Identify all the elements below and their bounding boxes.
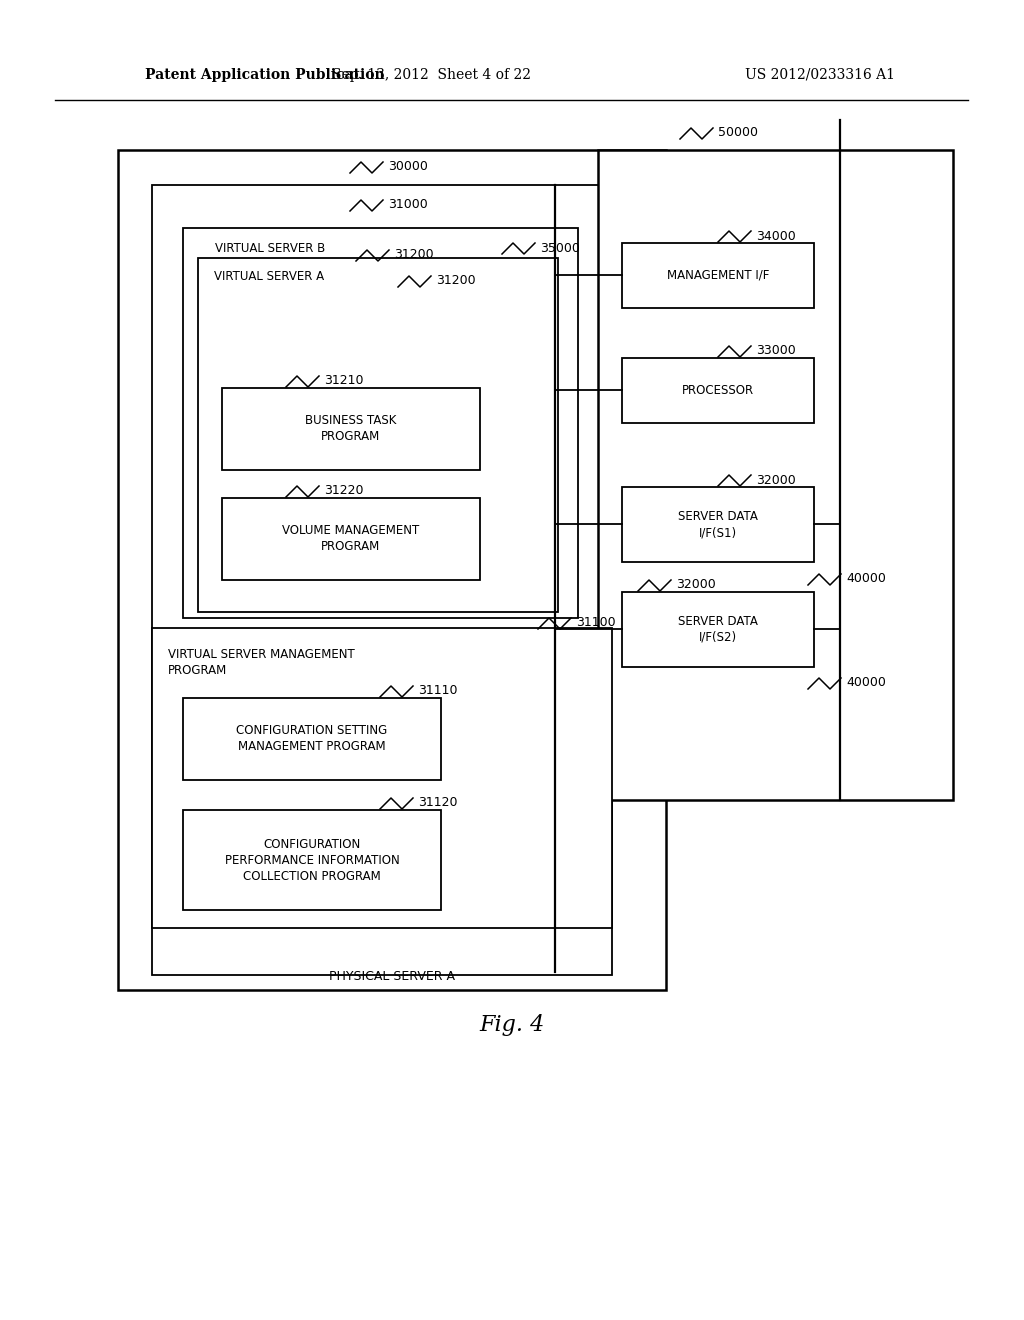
- Bar: [622, 358, 814, 422]
- Text: 35000: 35000: [540, 242, 580, 255]
- Text: PROCESSOR: PROCESSOR: [682, 384, 754, 397]
- Bar: [152, 185, 612, 975]
- Bar: [222, 498, 480, 579]
- Bar: [183, 698, 441, 780]
- Text: SERVER DATA
I/F(S1): SERVER DATA I/F(S1): [678, 510, 758, 539]
- Text: 31220: 31220: [324, 484, 364, 498]
- Text: 33000: 33000: [756, 345, 796, 358]
- Bar: [198, 257, 558, 612]
- Text: 40000: 40000: [846, 573, 886, 586]
- Bar: [183, 228, 578, 618]
- Text: PHYSICAL SERVER A: PHYSICAL SERVER A: [329, 969, 455, 982]
- Bar: [622, 243, 814, 308]
- Text: 31000: 31000: [388, 198, 428, 211]
- Bar: [152, 628, 612, 928]
- Text: MANAGEMENT I/F: MANAGEMENT I/F: [667, 269, 769, 282]
- Text: VOLUME MANAGEMENT
PROGRAM: VOLUME MANAGEMENT PROGRAM: [283, 524, 420, 553]
- Text: CONFIGURATION
PERFORMANCE INFORMATION
COLLECTION PROGRAM: CONFIGURATION PERFORMANCE INFORMATION CO…: [224, 837, 399, 883]
- Bar: [622, 591, 814, 667]
- Text: Fig. 4: Fig. 4: [479, 1014, 545, 1036]
- Text: 31110: 31110: [418, 685, 458, 697]
- Text: 31120: 31120: [418, 796, 458, 809]
- Text: SERVER DATA
I/F(S2): SERVER DATA I/F(S2): [678, 615, 758, 644]
- Bar: [598, 150, 953, 800]
- Bar: [622, 487, 814, 562]
- Bar: [183, 810, 441, 909]
- Text: 30000: 30000: [388, 161, 428, 173]
- Text: 50000: 50000: [718, 127, 758, 140]
- Text: 31200: 31200: [394, 248, 433, 261]
- Text: 31210: 31210: [324, 375, 364, 388]
- Text: CONFIGURATION SETTING
MANAGEMENT PROGRAM: CONFIGURATION SETTING MANAGEMENT PROGRAM: [237, 725, 388, 754]
- Text: Patent Application Publication: Patent Application Publication: [145, 69, 385, 82]
- Text: 40000: 40000: [846, 676, 886, 689]
- Text: 34000: 34000: [756, 230, 796, 243]
- Text: VIRTUAL SERVER MANAGEMENT
PROGRAM: VIRTUAL SERVER MANAGEMENT PROGRAM: [168, 648, 354, 677]
- Text: 32000: 32000: [676, 578, 716, 591]
- Text: US 2012/0233316 A1: US 2012/0233316 A1: [745, 69, 895, 82]
- Text: Sep. 13, 2012  Sheet 4 of 22: Sep. 13, 2012 Sheet 4 of 22: [333, 69, 531, 82]
- Text: VIRTUAL SERVER A: VIRTUAL SERVER A: [214, 269, 325, 282]
- Text: 32000: 32000: [756, 474, 796, 487]
- Text: BUSINESS TASK
PROGRAM: BUSINESS TASK PROGRAM: [305, 414, 396, 444]
- Bar: [118, 150, 666, 990]
- Text: 31100: 31100: [575, 616, 615, 630]
- Bar: [222, 388, 480, 470]
- Text: VIRTUAL SERVER B: VIRTUAL SERVER B: [215, 242, 326, 255]
- Text: 31200: 31200: [436, 275, 475, 288]
